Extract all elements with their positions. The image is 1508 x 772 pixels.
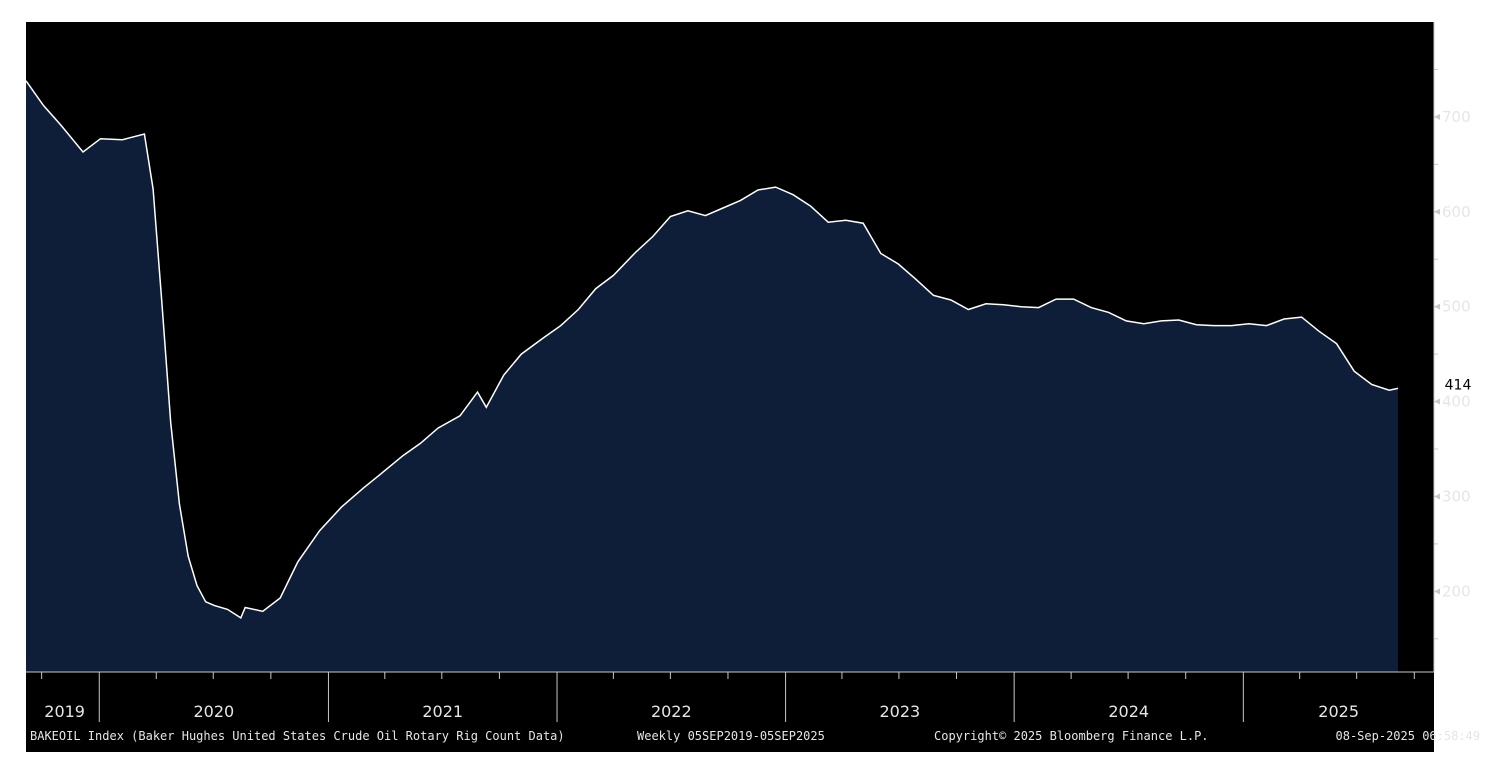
y-tick-marker-500	[1434, 303, 1440, 310]
y-tick-label-500: 500	[1442, 298, 1471, 316]
x-axis: 2019 2020 2021 2022 2023 2024 2025	[41, 672, 1415, 722]
y-tick-label-300: 300	[1442, 487, 1471, 505]
y-tick-marker-200	[1434, 588, 1440, 595]
y-tick-marker-300	[1434, 493, 1440, 500]
x-year-label-2023: 2023	[880, 702, 921, 721]
x-year-label-2019: 2019	[44, 702, 85, 721]
x-year-label-2021: 2021	[422, 702, 463, 721]
y-tick-label-400: 400	[1442, 393, 1471, 411]
badge-shape	[1436, 373, 1472, 396]
x-year-label-2025: 2025	[1318, 702, 1359, 721]
y-tick-label-700: 700	[1442, 108, 1471, 126]
x-year-label-2024: 2024	[1108, 702, 1149, 721]
chart-title: BAKEOIL Index (Baker Hughes United State…	[30, 729, 565, 743]
y-tick-label-200: 200	[1442, 582, 1471, 600]
y-tick-marker-600	[1434, 208, 1440, 215]
area-fill	[26, 80, 1398, 673]
series-line	[25, 80, 1399, 620]
y-axis: 200 300 400 500 600 700	[1434, 68, 1471, 640]
y-tick-marker-700	[1434, 113, 1440, 120]
last-value-label: 414	[1445, 377, 1472, 393]
frequency-range: Weekly 05SEP2019-05SEP2025	[637, 729, 825, 743]
x-year-label-2020: 2020	[194, 702, 235, 721]
timestamp: 08-Sep-2025 06:58:49	[1336, 729, 1481, 743]
y-tick-label-600: 600	[1442, 203, 1471, 221]
copyright: Copyright© 2025 Bloomberg Finance L.P.	[934, 729, 1209, 743]
last-value-badge: 414	[1436, 373, 1472, 396]
x-year-label-2022: 2022	[651, 702, 692, 721]
y-tick-marker-400	[1434, 398, 1440, 405]
